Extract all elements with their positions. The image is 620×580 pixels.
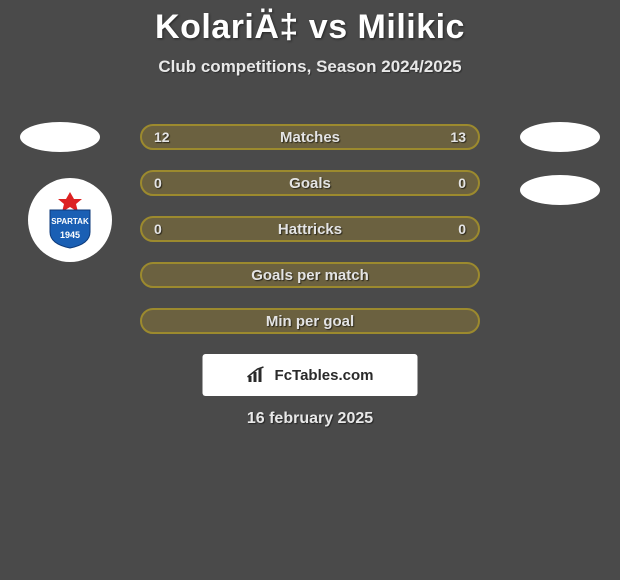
- stat-row-goals-per-match: Goals per match: [140, 262, 480, 288]
- stat-label: Goals per match: [251, 267, 369, 284]
- svg-text:1945: 1945: [60, 230, 80, 240]
- club-logo-left: SPARTAK 1945: [28, 178, 112, 262]
- stat-row-min-per-goal: Min per goal: [140, 308, 480, 334]
- stat-label: Goals: [289, 175, 331, 192]
- attribution-text: FcTables.com: [275, 367, 374, 384]
- stat-row-matches: 12 Matches 13: [140, 124, 480, 150]
- stats-panel: 12 Matches 13 0 Goals 0 0 Hattricks 0 Go…: [140, 124, 480, 354]
- player-badge-right-1: [520, 122, 600, 152]
- bar-chart-icon: [247, 366, 269, 384]
- stat-label: Matches: [280, 129, 340, 146]
- stat-row-hattricks: 0 Hattricks 0: [140, 216, 480, 242]
- attribution-badge[interactable]: FcTables.com: [203, 354, 418, 396]
- stat-left-value: 12: [154, 129, 178, 145]
- stat-row-goals: 0 Goals 0: [140, 170, 480, 196]
- subtitle: Club competitions, Season 2024/2025: [0, 57, 620, 77]
- stat-left-value: 0: [154, 175, 178, 191]
- stat-right-value: 13: [442, 129, 466, 145]
- stat-right-value: 0: [442, 175, 466, 191]
- stat-left-value: 0: [154, 221, 178, 237]
- player-badge-left-1: [20, 122, 100, 152]
- page-title: KolariÄ‡ vs Milikic: [0, 0, 620, 47]
- stat-label: Min per goal: [266, 313, 354, 330]
- player-badge-right-2: [520, 175, 600, 205]
- svg-text:SPARTAK: SPARTAK: [51, 217, 89, 226]
- spartak-shield-icon: SPARTAK 1945: [40, 190, 100, 250]
- date-label: 16 february 2025: [247, 410, 373, 428]
- stat-right-value: 0: [442, 221, 466, 237]
- stat-label: Hattricks: [278, 221, 342, 238]
